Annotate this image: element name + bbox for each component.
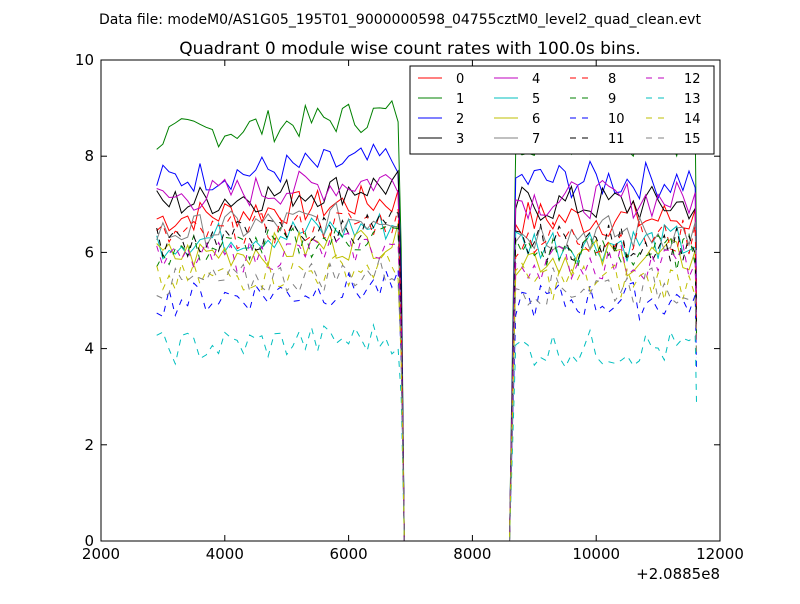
series-line-14 xyxy=(156,251,697,542)
legend-label-13: 13 xyxy=(684,92,701,107)
legend-label-14: 14 xyxy=(684,112,701,127)
legend-label-4: 4 xyxy=(532,72,540,87)
legend-label-0: 0 xyxy=(456,72,464,87)
x-tick-label: 2000 xyxy=(82,545,120,563)
y-tick-label: 10 xyxy=(75,51,94,69)
chart-suptitle: Data file: modeM0/AS1G05_195T01_90000005… xyxy=(99,12,701,28)
series-line-12 xyxy=(156,232,697,542)
x-tick-label: 6000 xyxy=(330,545,368,563)
legend-label-10: 10 xyxy=(608,112,625,127)
series-line-6 xyxy=(156,223,697,542)
series-line-10 xyxy=(156,268,697,542)
y-tick-label: 4 xyxy=(84,340,94,358)
series-line-3 xyxy=(156,169,697,542)
legend-label-9: 9 xyxy=(608,92,616,107)
y-tick-label: 2 xyxy=(84,436,94,454)
x-offset-label: +2.0885e8 xyxy=(636,565,720,583)
series-lines xyxy=(156,99,697,542)
x-tick-label: 4000 xyxy=(206,545,244,563)
series-line-9 xyxy=(156,226,697,542)
y-tick-label: 0 xyxy=(84,532,94,550)
y-tick-label: 8 xyxy=(84,147,94,165)
legend-label-6: 6 xyxy=(532,112,540,127)
series-line-11 xyxy=(156,210,697,542)
y-tick-label: 6 xyxy=(84,243,94,261)
legend-label-8: 8 xyxy=(608,72,616,87)
series-line-4 xyxy=(156,170,697,542)
x-tick-label: 8000 xyxy=(453,545,491,563)
legend-label-12: 12 xyxy=(684,72,701,87)
legend-box xyxy=(409,65,715,155)
series-line-13 xyxy=(156,323,697,542)
legend-label-7: 7 xyxy=(532,132,540,147)
plot-frame xyxy=(100,59,721,542)
legend-label-15: 15 xyxy=(684,132,701,147)
legend-label-3: 3 xyxy=(456,132,464,147)
x-tick-label: 10000 xyxy=(572,545,620,563)
series-line-7 xyxy=(156,201,697,542)
series-line-5 xyxy=(156,212,697,542)
series-line-8 xyxy=(156,208,697,542)
x-tick-label: 12000 xyxy=(696,545,744,563)
chart-title: Quadrant 0 module wise count rates with … xyxy=(179,39,640,59)
series-line-0 xyxy=(156,184,697,542)
legend-label-11: 11 xyxy=(608,132,625,147)
series-line-2 xyxy=(156,143,697,542)
legend-label-5: 5 xyxy=(532,92,540,107)
legend-label-1: 1 xyxy=(456,92,464,107)
legend-label-2: 2 xyxy=(456,112,464,127)
series-line-1 xyxy=(156,99,697,542)
series-line-15 xyxy=(156,256,697,542)
